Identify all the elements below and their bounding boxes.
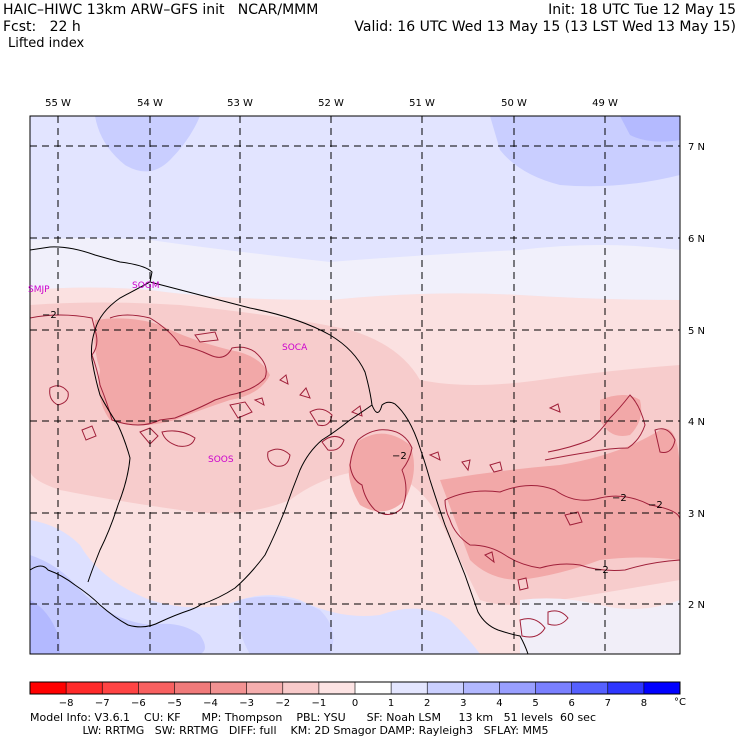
coastline	[30, 246, 529, 654]
colorbar-tick-label: −2	[275, 698, 290, 709]
colorbar-tick-label: −5	[167, 698, 182, 709]
lon-label: 52 W	[318, 98, 344, 109]
lat-label: 5 N	[688, 326, 705, 337]
lat-label: 6 N	[688, 234, 705, 245]
model-info-line2: LW: RRTMG SW: RRTMG DIFF: full KM: 2D Sm…	[30, 724, 549, 737]
colorbar-tick-label: 6	[568, 698, 574, 709]
colorbar-swatch	[499, 682, 536, 694]
colorbar-tick-label: 0	[352, 698, 358, 709]
lon-label: 49 W	[592, 98, 618, 109]
station-soos: SOOS	[208, 455, 234, 465]
colorbar-swatch	[282, 682, 320, 694]
forecast-hour: Fcst: 22 h	[3, 19, 81, 35]
colorbar-tick-label: 4	[496, 698, 502, 709]
contour-label: −2	[42, 310, 57, 321]
map-frame	[29, 115, 681, 655]
lon-label: 54 W	[137, 98, 163, 109]
colorbar-swatch	[102, 682, 139, 694]
colorbar: −8 −7 −6 −5 −4 −3 −2 −1 0 1 2 3 4 5 6 7 8	[29, 681, 681, 709]
station-smjp: SMJP	[28, 285, 50, 295]
contour-value-labels: −2 −2 −2 −2 −2	[42, 310, 663, 576]
station-labels: SMJP SOGM SOCA SOOS	[28, 281, 308, 465]
field-name: Lifted index	[8, 36, 85, 51]
colorbar-swatch	[246, 682, 284, 694]
lat-label: 2 N	[688, 600, 705, 611]
colorbar-swatch	[391, 682, 428, 694]
lon-label: 51 W	[409, 98, 435, 109]
colorbar-swatch	[138, 682, 175, 694]
contour-label: −2	[594, 565, 609, 576]
init-time: Init: 18 UTC Tue 12 May 15	[548, 2, 736, 18]
colorbar-unit: °C	[674, 697, 686, 708]
colorbar-tick-label: 5	[532, 698, 538, 709]
colorbar-tick-label: 3	[460, 698, 466, 709]
colorbar-tick-label: −7	[95, 698, 110, 709]
colorbar-swatch	[174, 682, 211, 694]
colorbar-swatch	[535, 682, 572, 694]
graticule	[30, 116, 680, 654]
latitude-labels: 7 N 6 N 5 N 4 N 3 N 2 N	[688, 142, 705, 611]
colorbar-swatch	[607, 682, 645, 694]
colorbar-swatch	[463, 682, 500, 694]
colorbar-tick-label: 1	[388, 698, 394, 709]
model-title: HAIC–HIWC 13km ARW–GFS init NCAR/MMM	[3, 2, 319, 18]
lat-label: 4 N	[688, 417, 705, 428]
colorbar-tick-label: −6	[131, 698, 146, 709]
lon-label: 50 W	[501, 98, 527, 109]
lat-label: 7 N	[688, 142, 705, 153]
lon-label: 55 W	[45, 98, 71, 109]
contour-label: −2	[392, 451, 407, 462]
contour-lines	[30, 314, 680, 638]
longitude-labels: 55 W 54 W 53 W 52 W 51 W 50 W 49 W	[45, 98, 618, 109]
model-info-line1: Model Info: V3.6.1 CU: KF MP: Thompson P…	[30, 711, 597, 724]
colorbar-swatch	[66, 682, 103, 694]
colorbar-swatch	[210, 682, 247, 694]
colorbar-swatch	[355, 682, 392, 694]
colorbar-tick-label: −1	[312, 698, 327, 709]
colorbar-tick-label: −3	[239, 698, 254, 709]
colorbar-tick-label: 8	[641, 698, 647, 709]
shaded-field	[30, 116, 680, 654]
lon-label: 53 W	[227, 98, 253, 109]
colorbar-swatch	[643, 682, 681, 694]
colorbar-tick-label: 2	[424, 698, 430, 709]
colorbar-swatch	[427, 682, 464, 694]
colorbar-swatch	[318, 682, 356, 694]
lat-label: 3 N	[688, 509, 705, 520]
colorbar-tick-label: −4	[203, 698, 218, 709]
station-sogm: SOGM	[132, 281, 160, 291]
contour-label: −2	[612, 493, 627, 504]
contour-label: −2	[648, 500, 663, 511]
colorbar-tick-label: 7	[605, 698, 611, 709]
valid-time: Valid: 16 UTC Wed 13 May 15 (13 LST Wed …	[354, 19, 736, 35]
colorbar-tick-label: −8	[59, 698, 74, 709]
colorbar-swatch	[30, 682, 67, 694]
colorbar-swatch	[571, 682, 609, 694]
station-soca: SOCA	[282, 343, 308, 353]
